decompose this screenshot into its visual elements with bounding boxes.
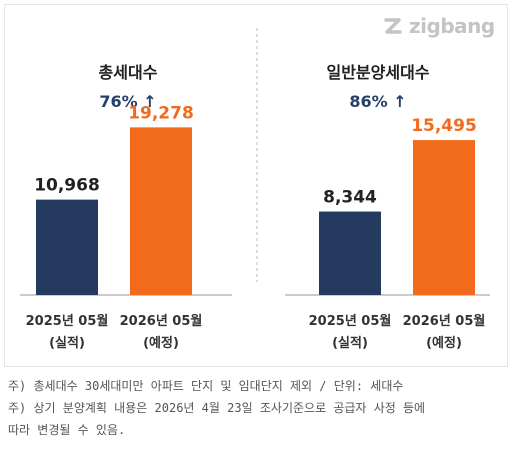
bar-charts: 총세대수 76% ↑ 10,968 2025년 05월 (실적) 19,278 2026년 … <box>20 28 490 351</box>
data-label: 15,495 <box>411 116 477 136</box>
data-label: 19,278 <box>128 103 194 123</box>
chart-title: 일반분양세대수 <box>326 63 429 82</box>
x-tick-label: 2025년 05월 <box>309 313 392 329</box>
footnotes: 주) 총세대수 30세대미만 아파트 단지 및 임대단지 제외 / 단위: 세대… <box>8 375 508 441</box>
bar <box>319 211 381 295</box>
footnote-schedule: 주) 상기 분양계획 내용은 2026년 4월 23일 조사기준으로 공급자 사… <box>8 401 426 415</box>
x-tick-label: (예정) <box>143 335 179 351</box>
x-tick-label: 2026년 05월 <box>120 313 203 329</box>
brand-logo: zigbang <box>382 14 495 38</box>
data-label: 10,968 <box>34 176 100 196</box>
x-tick-label: (실적) <box>49 335 85 351</box>
x-tick-label: (예정) <box>426 335 462 351</box>
chart-title: 총세대수 <box>99 63 158 82</box>
x-tick-label: 2026년 05월 <box>403 313 486 329</box>
footnote-change: 따라 변경될 수 있음. <box>8 423 126 437</box>
bar <box>36 199 98 295</box>
bar <box>130 127 192 295</box>
x-tick-label: (실적) <box>332 335 368 351</box>
zigbang-logo-icon <box>384 18 402 34</box>
footnote-exclusion: 주) 총세대수 30세대미만 아파트 단지 및 임대단지 제외 / 단위: 세대… <box>8 379 404 393</box>
growth-rate: 86% ↑ <box>349 92 406 111</box>
data-label: 8,344 <box>323 188 377 208</box>
x-tick-label: 2025년 05월 <box>26 313 109 329</box>
growth-rate: 76% ↑ <box>99 92 156 111</box>
brand-name: zigbang <box>409 14 495 38</box>
bar <box>413 140 475 295</box>
